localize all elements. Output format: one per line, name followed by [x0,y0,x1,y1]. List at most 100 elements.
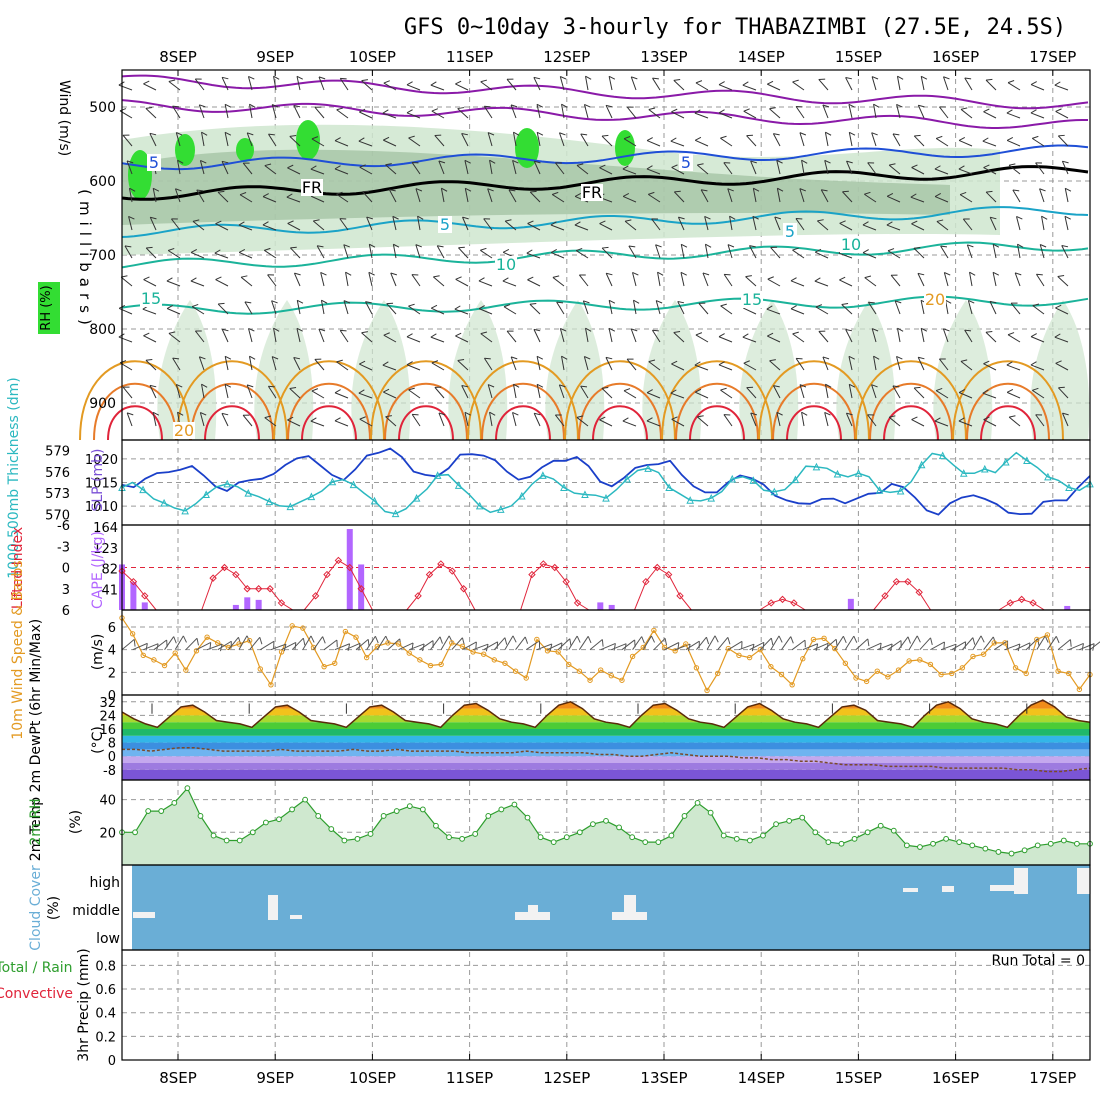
wind-barb-flag [982,137,989,142]
wind-barb [527,220,541,231]
wind-barb-staff [982,392,997,399]
wind10m-barb [621,639,636,651]
wind-barb-staff [536,104,541,119]
wind10m-barb-staff [866,642,882,651]
wind-barb-flag [310,165,317,170]
wind-barb-staff [267,274,277,287]
cloud-tick: high [89,875,120,891]
wind10m-point [246,637,253,644]
wind-barb-staff [1006,391,1021,399]
wind-barb-flag [1058,386,1065,389]
wind-barb-flag [555,162,562,164]
wind-barb-staff [749,245,757,259]
wind-barb-staff [942,328,949,343]
cape-bar [608,604,615,610]
wind-barb [1064,215,1071,231]
thickness-ylabel: 1000-500mb Thickness (dm) [6,377,22,578]
wind-barb [841,303,853,315]
wind-barb-staff [314,106,325,119]
wind-barb-flag [224,383,232,388]
wind-barb-staff [480,81,493,91]
wind-barb [652,77,661,91]
wind-barb-staff [408,305,421,315]
isotherm-line [121,241,1089,269]
wind-barb-flag [343,300,351,304]
wind-barb [478,277,493,287]
wind-barb [406,109,421,119]
wind-barb-staff [864,277,877,287]
wind-barb-flag [361,331,368,334]
wind-barb-flag [845,77,852,80]
wind-barb-staff [1007,82,1021,91]
wind-barb-staff [962,218,973,231]
wind10m-barb-flag [385,635,390,643]
wind-barb-staff [118,84,133,91]
wind10m-barb-flag [867,638,870,647]
wind-barb-flag [839,220,846,224]
wind-barb [720,135,733,147]
wind10m-barb [217,640,232,651]
wind-barb-staff [752,216,757,231]
wind-barb-staff [605,273,613,287]
wind-barb-flag [648,191,655,195]
wind-barb [718,81,733,91]
wind-barb-flag [146,246,153,249]
wind-barb-flag [560,328,567,332]
wind-barb-staff [483,218,493,231]
wind-barb [817,219,829,231]
wind-barb-staff [896,356,901,371]
wind-barb-staff [512,160,517,175]
wind-barb [969,271,976,287]
wind-barb-staff [198,356,205,371]
temp-color-band [122,715,1090,723]
wind-barb-flag [272,104,279,108]
wind-barb [529,190,541,203]
wind-barb [911,220,925,231]
wind10m-barb-staff [196,641,211,651]
wind-barb [776,159,783,175]
wind-barb-flag [215,220,222,225]
wind10m-barb-flag [259,637,263,645]
wind10m-barb [717,637,731,650]
wind-barb [647,191,661,203]
wind-barb-flag [1055,360,1062,364]
rh2m-unit: (%) [68,810,84,834]
wind-barb-staff [599,419,613,427]
wind-barb [630,328,638,343]
wind-barb-flag [507,78,514,80]
wind10m-barb [951,641,967,651]
thickness-point [1065,483,1073,491]
wind-barb [1007,80,1021,91]
wind10m-point [1076,686,1083,693]
wind-barb [862,249,877,259]
wind10m-barb-staff [238,635,248,650]
wind-barb-flag [743,360,750,364]
rh2m-point [1034,842,1041,849]
wind10m-barb-flag [972,637,976,645]
wind-barb-flag [657,271,664,276]
wind-barb-staff [1064,188,1069,203]
warm-contour-arc [578,382,662,441]
temp-color-band [122,763,1090,770]
wind-barb-flag [152,411,160,416]
wind-barb-staff [271,300,277,315]
wind-barb-flag [383,332,390,336]
wind-barb-flag [753,187,760,192]
wind-barb-staff [985,79,997,91]
wind-barb-staff [670,392,685,399]
wind-barb-flag [576,415,584,418]
wind-barb [249,103,256,119]
wind-barb [608,299,616,315]
wind-barb-flag [200,160,207,164]
wind10m-ylabel: 10m Wind Speed & Barbs [10,560,26,739]
wind-barb-flag [776,411,783,416]
wind-barb-flag [969,271,976,276]
wind-barb-flag [846,160,853,164]
wind-barb-flag [697,163,704,166]
wind-barb-flag [127,412,134,416]
wind10m-barb-flag [336,640,338,648]
wind-barb-staff [289,388,301,399]
wind-barb-staff [551,194,565,203]
wind-barb-flag [790,277,797,282]
wind-barb-flag [694,361,701,366]
